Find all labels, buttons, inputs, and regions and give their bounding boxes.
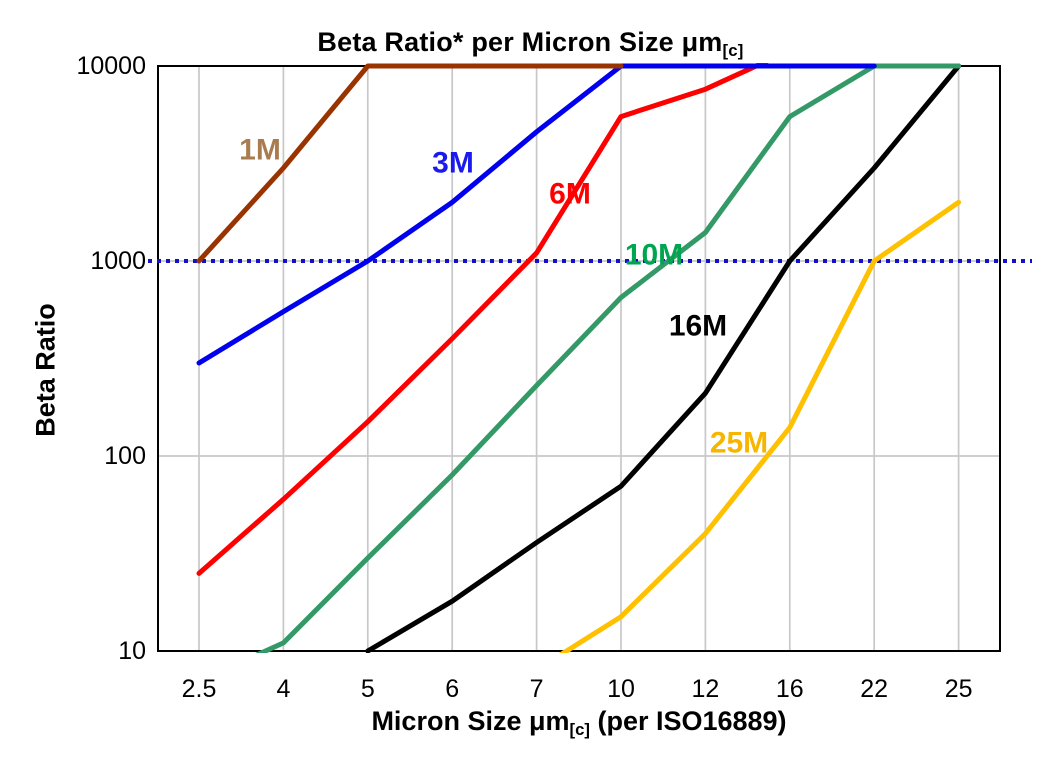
x-axis-title-suffix: (per ISO16889) bbox=[589, 706, 787, 736]
x-axis-title-subscript: [c] bbox=[569, 720, 590, 740]
series-label-10m: 10M bbox=[625, 239, 683, 272]
x-tick-label: 4 bbox=[276, 675, 290, 703]
x-tick-label: 5 bbox=[361, 675, 375, 703]
y-tick-label: 10 bbox=[118, 637, 146, 665]
series-line-6m bbox=[196, 63, 769, 576]
x-tick-label: 10 bbox=[607, 675, 635, 703]
series-label-3m: 3M bbox=[432, 147, 474, 180]
series-label-1m: 1M bbox=[239, 134, 281, 167]
series-line-10m bbox=[255, 63, 962, 653]
chart-title: Beta Ratio* per Micron Size μm[c] bbox=[0, 27, 1061, 61]
series-label-6m: 6M bbox=[549, 178, 591, 211]
x-tick-label: 16 bbox=[776, 675, 804, 703]
y-tick-label: 100 bbox=[104, 442, 146, 470]
series-label-16m: 16M bbox=[669, 310, 727, 343]
series-line-1m bbox=[196, 63, 624, 264]
x-axis-title-text: Micron Size μm bbox=[371, 706, 570, 736]
chart-title-text: Beta Ratio* per Micron Size μm bbox=[317, 27, 723, 57]
y-tick-label: 1000 bbox=[90, 247, 146, 275]
x-tick-label: 7 bbox=[530, 675, 544, 703]
x-tick-label: 25 bbox=[945, 675, 973, 703]
series-line-3m bbox=[196, 63, 877, 366]
series-line-16m bbox=[365, 63, 962, 653]
x-tick-label: 6 bbox=[445, 675, 459, 703]
x-axis-title: Micron Size μm[c] (per ISO16889) bbox=[158, 706, 1000, 740]
x-tick-label: 2.5 bbox=[182, 675, 217, 703]
series-label-25m: 25M bbox=[710, 427, 768, 460]
x-tick-label: 12 bbox=[691, 675, 719, 703]
y-tick-label: 10000 bbox=[76, 52, 146, 80]
x-tick-label: 22 bbox=[860, 675, 888, 703]
chart-title-subscript: [c] bbox=[722, 41, 744, 61]
series-line-25m bbox=[558, 199, 962, 653]
